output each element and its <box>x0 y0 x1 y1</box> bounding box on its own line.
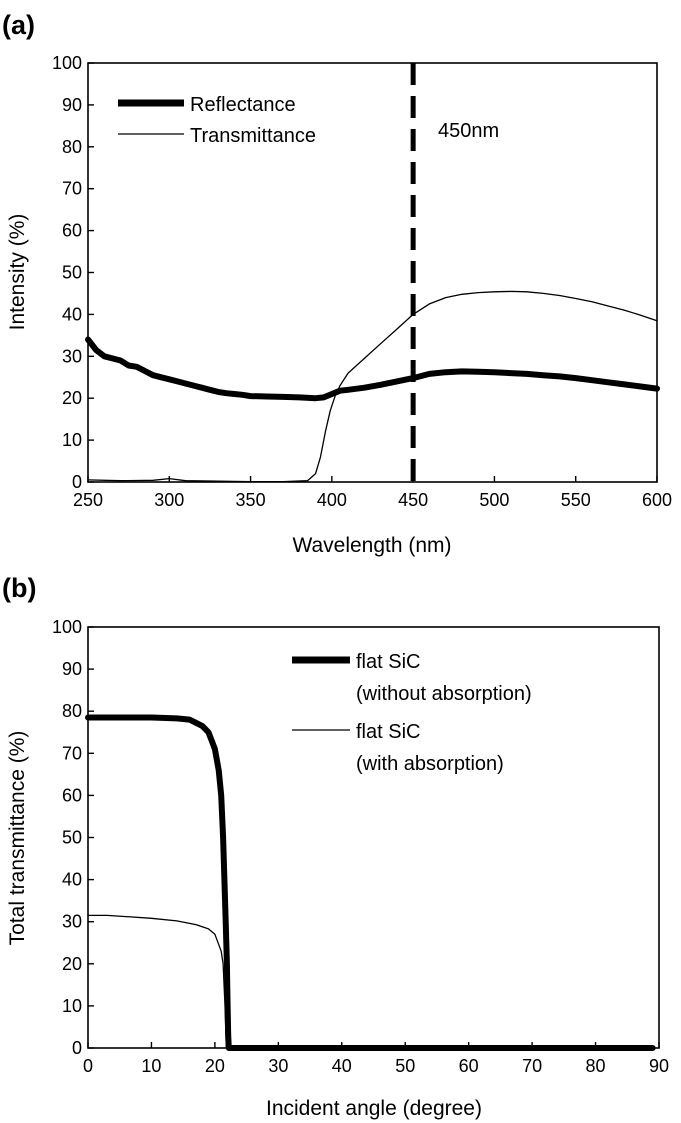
panel-b: (b) 0 10 20 30 40 50 60 70 80 90 0 10 20 30 40 50 60 70 8… <box>2 573 669 1120</box>
x-tick-label: 60 <box>459 1056 479 1076</box>
x-tick-label: 600 <box>642 490 672 510</box>
legend-label-transmittance: Transmittance <box>190 125 316 147</box>
panel-a-y-axis-title: Intensity (%) <box>6 214 29 331</box>
y-tick-label: 80 <box>62 701 82 721</box>
y-tick-label: 100 <box>52 53 82 73</box>
y-tick-label: 50 <box>62 828 82 848</box>
y-tick-label: 70 <box>62 179 82 199</box>
y-tick-label: 50 <box>62 263 82 283</box>
x-tick-label: 450 <box>398 490 428 510</box>
y-tick-label: 90 <box>62 95 82 115</box>
series-line-thin <box>87 914 654 1049</box>
panel-b-x-ticks: 0 10 20 30 40 50 60 70 80 90 <box>83 1042 669 1076</box>
panel-a-x-ticks: 250 300 350 400 450 500 550 600 <box>73 476 672 510</box>
x-tick-label: 400 <box>317 490 347 510</box>
x-tick-label: 80 <box>586 1056 606 1076</box>
y-tick-label: 10 <box>62 430 82 450</box>
panel-b-y-axis-title: Total transmittance (%) <box>6 731 29 946</box>
panel-a-x-axis-title: Wavelength (nm) <box>292 534 451 557</box>
y-tick-label: 90 <box>62 659 82 679</box>
panel-b-y-ticks: 0 10 20 30 40 50 60 70 80 90 100 <box>52 617 94 1058</box>
x-tick-label: 70 <box>522 1056 542 1076</box>
panel-b-legend: flat SiC (without absorption) flat SiC (… <box>292 651 532 775</box>
panel-b-label: (b) <box>2 573 36 603</box>
annotation-label: 450nm <box>438 120 499 142</box>
panel-b-x-axis-title: Incident angle (degree) <box>266 1097 482 1120</box>
x-tick-label: 550 <box>561 490 591 510</box>
y-tick-label: 30 <box>62 912 82 932</box>
y-tick-label: 70 <box>62 743 82 763</box>
x-tick-label: 90 <box>649 1056 669 1076</box>
y-tick-label: 100 <box>52 617 82 637</box>
x-tick-label: 20 <box>205 1056 225 1076</box>
y-tick-label: 0 <box>72 472 82 492</box>
x-tick-label: 350 <box>236 490 266 510</box>
y-tick-label: 20 <box>62 954 82 974</box>
y-tick-label: 30 <box>62 346 82 366</box>
y-tick-label: 20 <box>62 388 82 408</box>
y-tick-label: 40 <box>62 870 82 890</box>
panel-a-marks: 450nm <box>85 63 660 483</box>
x-tick-label: 300 <box>154 490 184 510</box>
x-tick-label: 10 <box>141 1056 161 1076</box>
x-tick-label: 50 <box>395 1056 415 1076</box>
series-line-thick <box>85 336 660 402</box>
x-tick-label: 30 <box>268 1056 288 1076</box>
panel-a-legend: Reflectance Transmittance <box>118 94 316 147</box>
panel-a-label: (a) <box>2 10 35 40</box>
panel-a: (a) 250 300 350 400 450 500 550 600 0 10 20 30 40 50… <box>2 10 672 557</box>
x-tick-label: 250 <box>73 490 103 510</box>
panel-b-marks <box>85 714 656 1051</box>
legend-label-reflectance: Reflectance <box>190 94 296 116</box>
y-tick-label: 0 <box>72 1038 82 1058</box>
legend-label-without-absorption-line2: (without absorption) <box>356 683 532 705</box>
y-tick-label: 40 <box>62 304 82 324</box>
series-line-thin <box>87 290 658 483</box>
y-tick-label: 10 <box>62 996 82 1016</box>
x-tick-label: 40 <box>332 1056 352 1076</box>
legend-label-with-absorption-line2: (with absorption) <box>356 753 504 775</box>
y-tick-label: 80 <box>62 137 82 157</box>
panel-a-plot-frame <box>87 62 658 483</box>
panel-a-y-ticks: 0 10 20 30 40 50 60 70 80 90 100 <box>52 53 94 492</box>
y-tick-label: 60 <box>62 785 82 805</box>
x-tick-label: 0 <box>83 1056 93 1076</box>
legend-label-without-absorption-line1: flat SiC <box>356 651 420 673</box>
y-tick-label: 60 <box>62 221 82 241</box>
legend-label-with-absorption-line1: flat SiC <box>356 721 420 743</box>
x-tick-label: 500 <box>479 490 509 510</box>
